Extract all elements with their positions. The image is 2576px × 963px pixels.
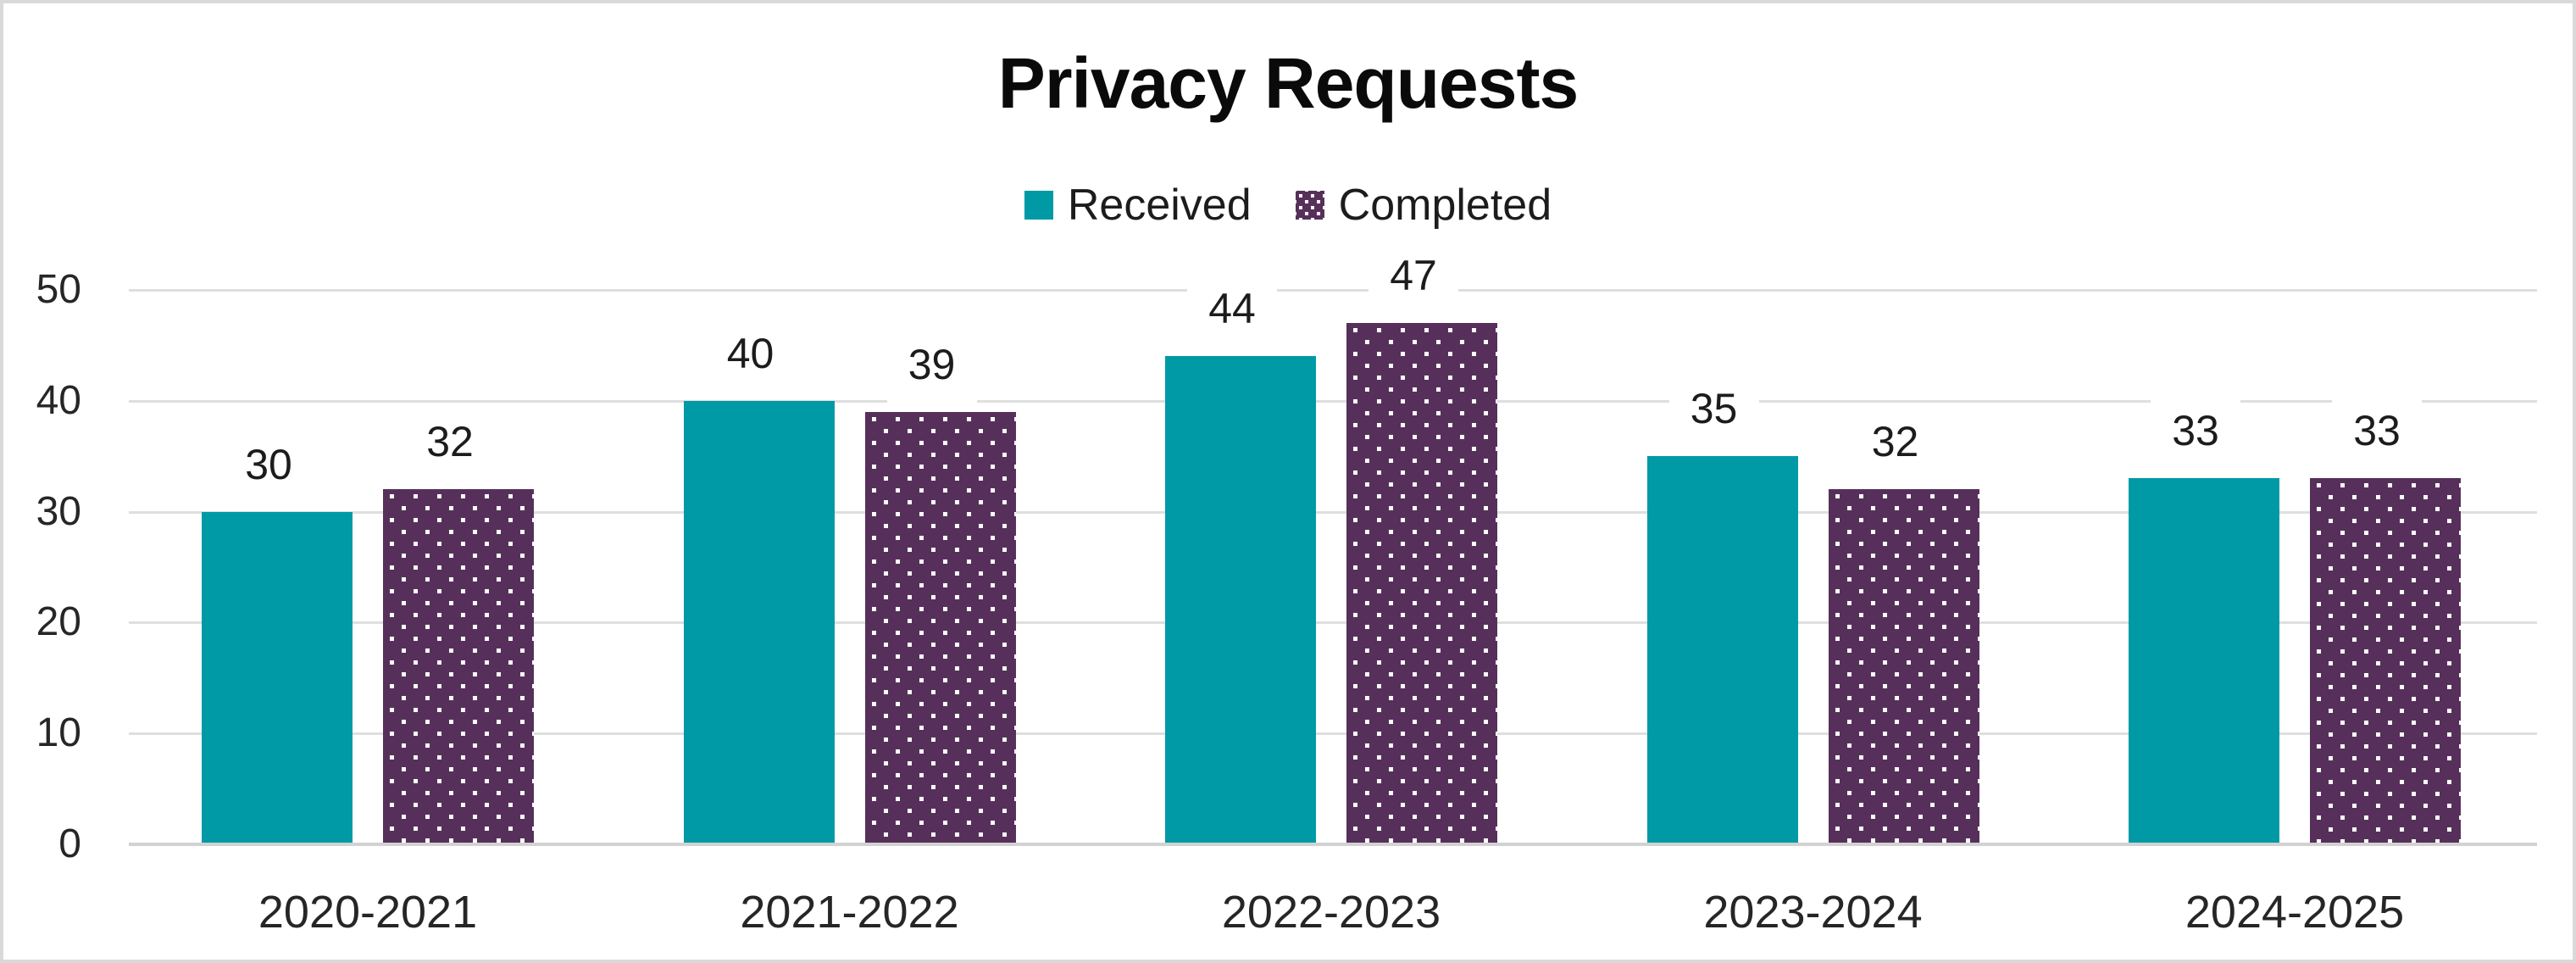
x-axis-label-2020-2021: 2020-2021 — [258, 887, 478, 938]
gridline-50 — [129, 289, 2537, 292]
bar-received-2022-2023[interactable] — [1165, 356, 1316, 844]
legend-label-received: Received — [1067, 181, 1252, 230]
y-axis-tick-label: 50 — [36, 267, 81, 312]
bar-received-2021-2022[interactable] — [683, 400, 835, 844]
x-axis-line — [129, 843, 2537, 846]
completed-swatch-icon — [1295, 191, 1324, 220]
bar-completed-2021-2022[interactable] — [864, 411, 1016, 844]
y-axis-tick-label: 40 — [36, 377, 81, 423]
received-swatch-icon — [1024, 191, 1053, 220]
bar-received-2024-2025[interactable] — [2129, 478, 2279, 844]
bar-completed-2020-2021[interactable] — [383, 489, 534, 844]
received-value-label: 40 — [705, 314, 796, 392]
legend-label-completed: Completed — [1338, 181, 1552, 230]
chart-title: Privacy Requests — [997, 43, 1579, 123]
gridline-30 — [129, 510, 2537, 514]
legend-item-completed[interactable]: Completed — [1295, 181, 1552, 230]
bar-received-2023-2024[interactable] — [1646, 456, 1798, 844]
x-axis-label-2021-2022: 2021-2022 — [740, 887, 959, 938]
x-axis-label-2024-2025: 2024-2025 — [2185, 887, 2405, 938]
x-axis-label-2022-2023: 2022-2023 — [1221, 887, 1441, 938]
bar-completed-2023-2024[interactable] — [1828, 489, 1979, 844]
completed-value-label: 33 — [2332, 392, 2422, 470]
y-axis-tick-label: 30 — [36, 488, 81, 534]
received-value-label: 30 — [224, 425, 314, 504]
y-axis-tick-label: 20 — [36, 599, 81, 645]
y-axis-tick-label: 0 — [58, 821, 81, 866]
completed-value-label: 47 — [1368, 237, 1458, 315]
gridline-10 — [129, 732, 2537, 736]
completed-value-label: 39 — [886, 325, 977, 404]
legend-item-received[interactable]: Received — [1024, 183, 1252, 227]
bar-received-2020-2021[interactable] — [202, 511, 353, 844]
gridline-40 — [129, 399, 2537, 403]
bar-completed-2022-2023[interactable] — [1346, 323, 1497, 844]
received-value-label: 35 — [1668, 370, 1759, 448]
legend: Received Completed — [3, 183, 2573, 227]
bar-completed-2024-2025[interactable] — [2310, 478, 2461, 844]
gridline-20 — [129, 621, 2537, 625]
completed-value-label: 32 — [1850, 403, 1940, 482]
received-value-label: 33 — [2151, 392, 2240, 470]
x-axis-label-2023-2024: 2023-2024 — [1703, 887, 1923, 938]
completed-value-label: 32 — [405, 403, 495, 482]
y-axis-tick-label: 10 — [36, 710, 81, 756]
received-value-label: 44 — [1187, 270, 1277, 348]
